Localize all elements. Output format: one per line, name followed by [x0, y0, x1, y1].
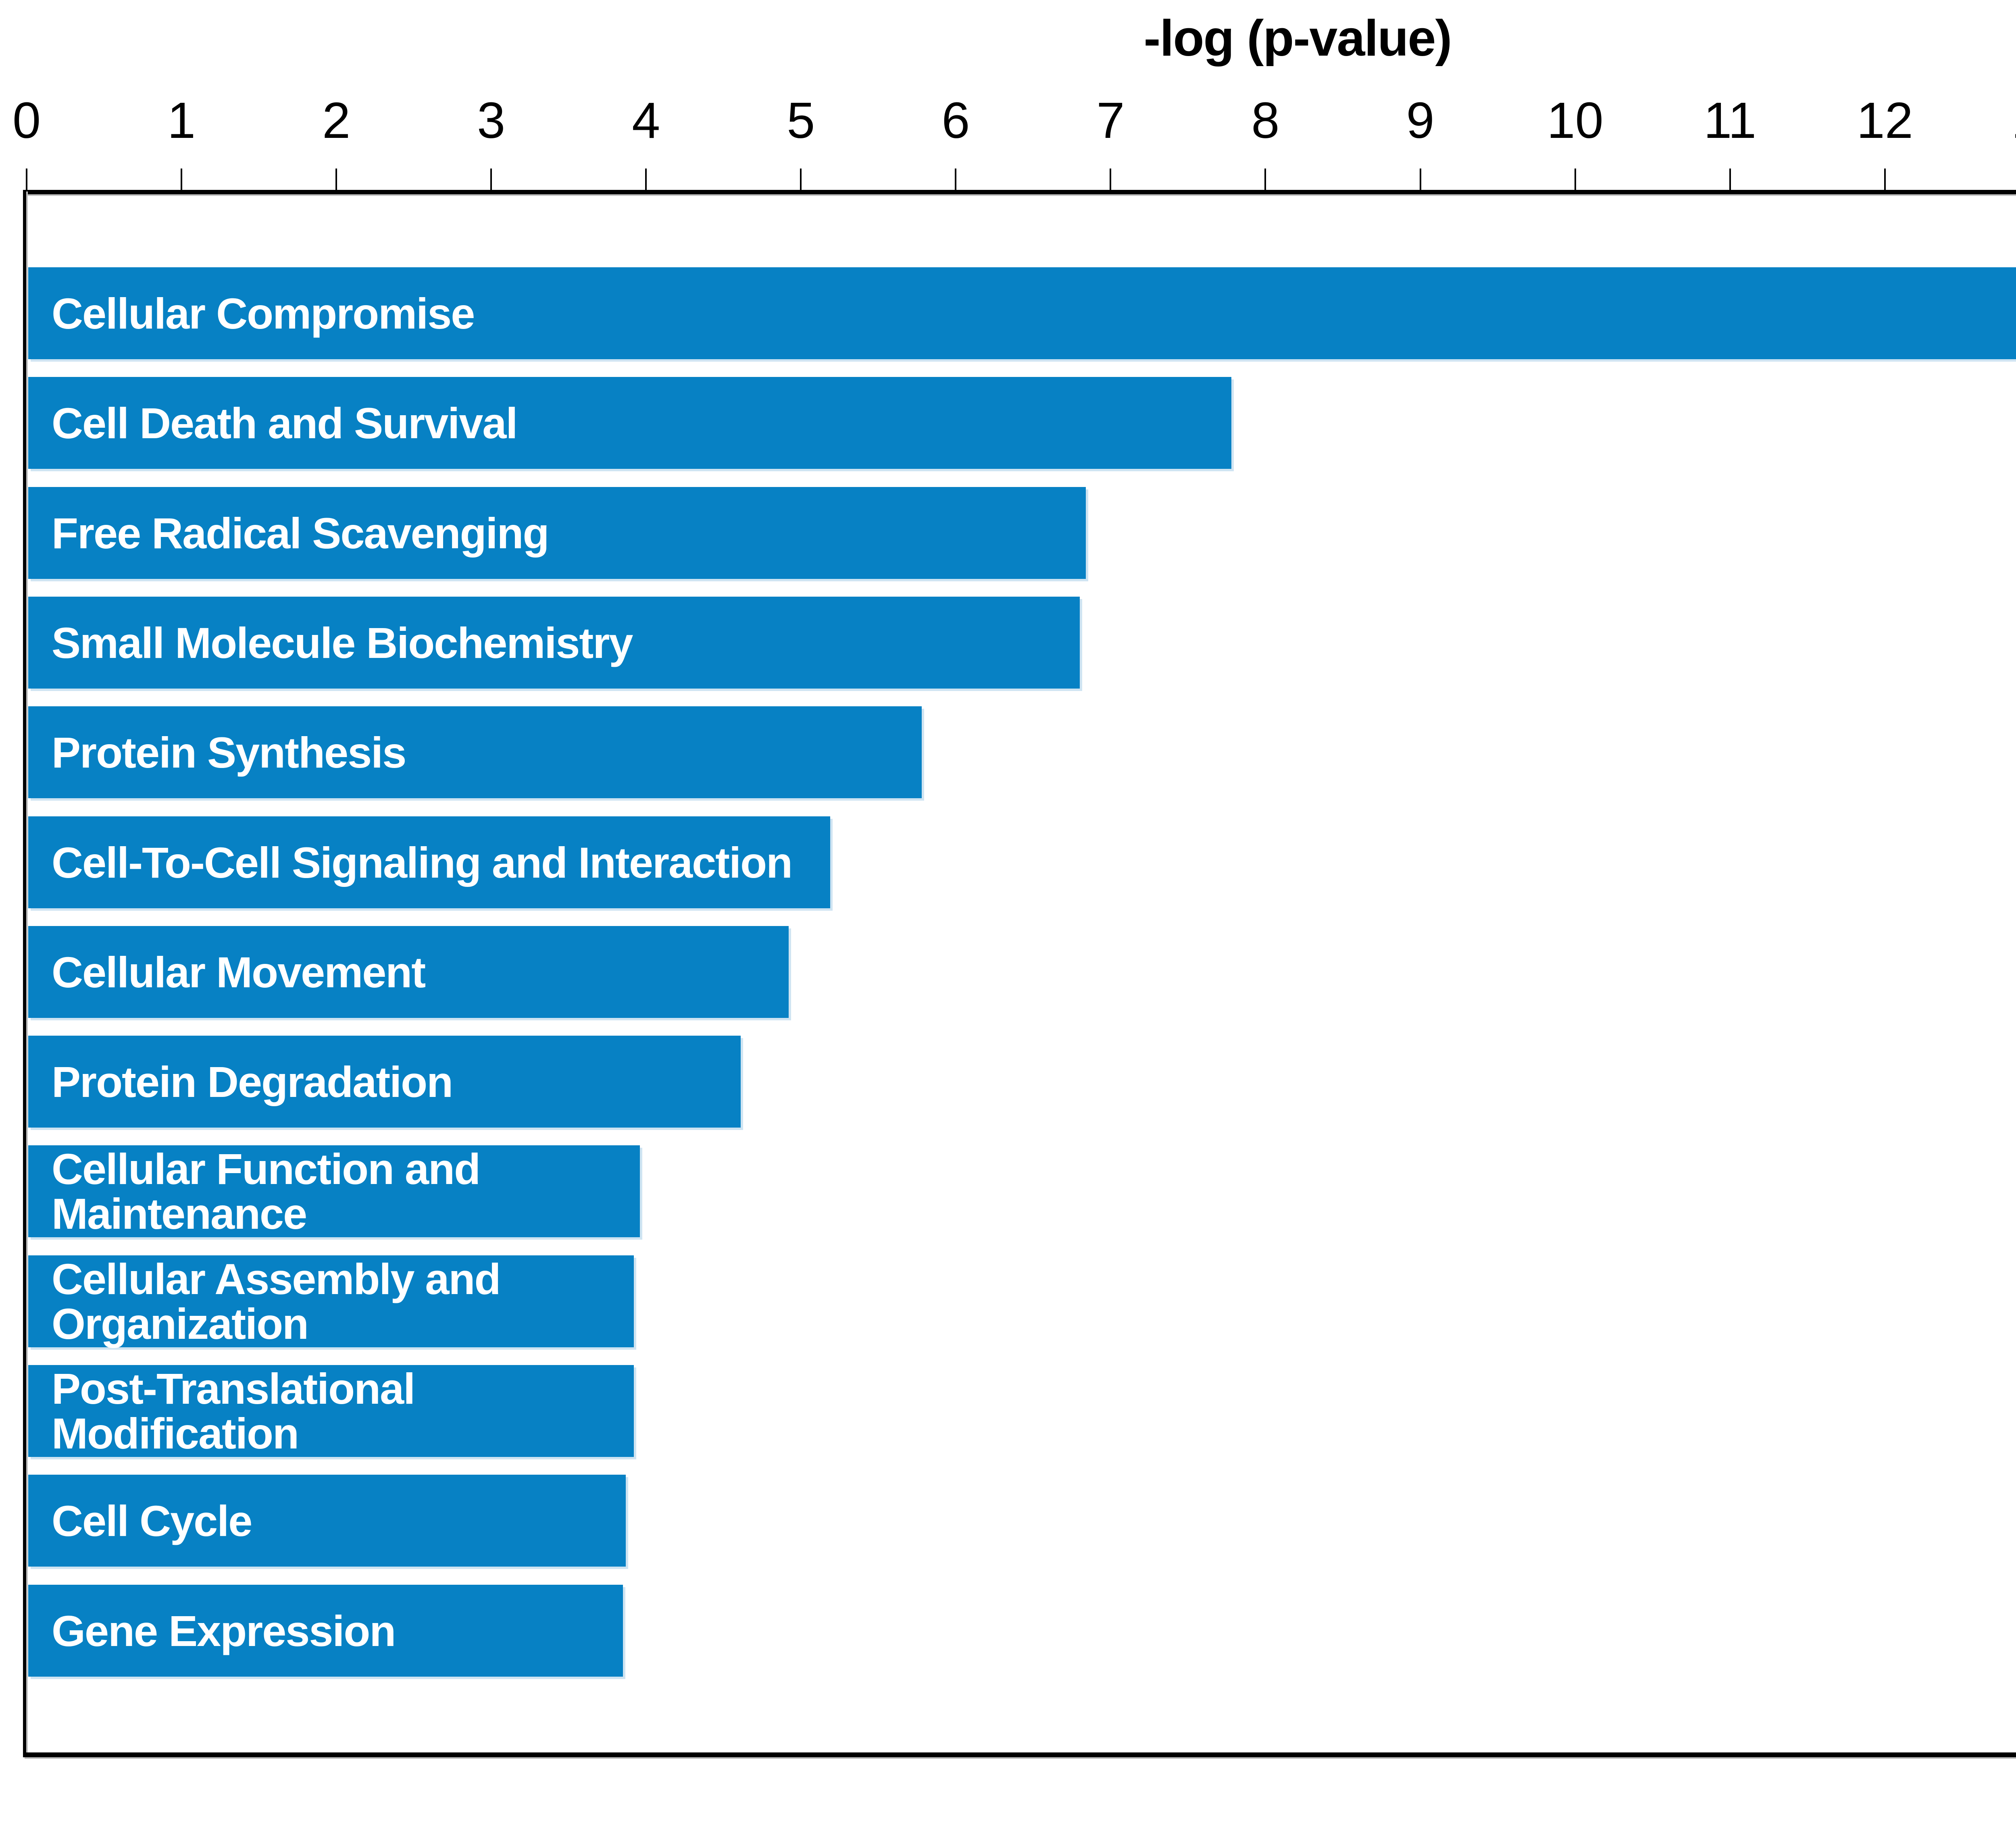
x-axis-tick-label: 7 — [1096, 92, 1125, 149]
bar-label: Gene Expression — [52, 1606, 396, 1655]
bar: Cell Cycle — [28, 1475, 626, 1567]
bar: Small Molecule Biochemistry — [28, 597, 1080, 689]
x-axis-tick-label: 6 — [941, 92, 970, 149]
bar: Cellular Compromise — [28, 267, 2016, 359]
x-axis-tick-label: 2 — [322, 92, 351, 149]
bar: Free Radical Scavenging — [28, 487, 1086, 579]
x-axis-tick — [1110, 169, 1112, 190]
x-axis-tick-label: 5 — [787, 92, 815, 149]
x-axis-tick-label: 10 — [1547, 92, 1604, 149]
bar: Protein Synthesis — [28, 706, 922, 798]
bar: Post-Translational Modification — [28, 1365, 634, 1457]
bar: Cellular Assembly and Organization — [28, 1255, 634, 1347]
bar-label: Cellular Movement — [52, 947, 426, 997]
x-axis-tick — [1884, 169, 1886, 190]
bar-label: Protein Degradation — [52, 1057, 453, 1106]
x-axis-line — [23, 190, 2016, 194]
bar: Cellular Movement — [28, 926, 789, 1018]
bar: Cell Death and Survival — [28, 377, 1231, 469]
bar: Gene Expression — [28, 1585, 623, 1677]
bar-label: Cell Death and Survival — [52, 398, 518, 447]
x-axis-tick — [1419, 169, 1421, 190]
x-axis-tick — [490, 169, 492, 190]
bar-label: Cellular Compromise — [52, 289, 475, 338]
bar-label: Cell-To-Cell Signaling and Interaction — [52, 838, 793, 887]
bar: Cell-To-Cell Signaling and Interaction — [28, 816, 830, 908]
bar-label: Cellular Function and Maintenance — [52, 1145, 481, 1238]
bar-label: Post-Translational Modification — [52, 1364, 415, 1458]
x-axis-tick — [1264, 169, 1266, 190]
bar: Cellular Function and Maintenance — [28, 1145, 640, 1237]
x-axis-tick-label: 11 — [1704, 92, 1757, 149]
bar-label: Cell Cycle — [52, 1496, 252, 1545]
x-axis-tick-label: 12 — [1856, 92, 1913, 149]
plot-bottom-border — [23, 1752, 2016, 1757]
x-axis-tick-label: 13 — [2012, 91, 2016, 150]
x-axis-tick — [26, 169, 27, 190]
bar: Protein Degradation — [28, 1036, 741, 1128]
x-axis-tick-label: 0 — [12, 92, 41, 149]
bar-label: Cellular Assembly and Organization — [52, 1255, 501, 1348]
x-axis-tick-label: 9 — [1406, 92, 1435, 149]
x-axis-tick-label: 4 — [632, 92, 660, 149]
y-axis-line — [23, 190, 26, 1757]
x-axis-tick — [181, 169, 183, 190]
x-axis-tick-label: 3 — [477, 92, 506, 149]
x-axis-tick-label: 1 — [167, 92, 196, 149]
x-axis-tick — [955, 169, 957, 190]
bar-label: Small Molecule Biochemistry — [52, 618, 633, 667]
x-axis-tick — [645, 169, 647, 190]
x-axis-tick — [1729, 169, 1731, 190]
bar-label: Free Radical Scavenging — [52, 508, 549, 558]
chart-title: -log (p-value) — [1143, 10, 1452, 67]
x-axis-tick — [335, 169, 337, 190]
x-axis-tick — [1574, 169, 1576, 190]
x-axis-tick — [800, 169, 802, 190]
x-axis-tick-label: 8 — [1251, 92, 1280, 149]
bar-label: Protein Synthesis — [52, 728, 406, 777]
